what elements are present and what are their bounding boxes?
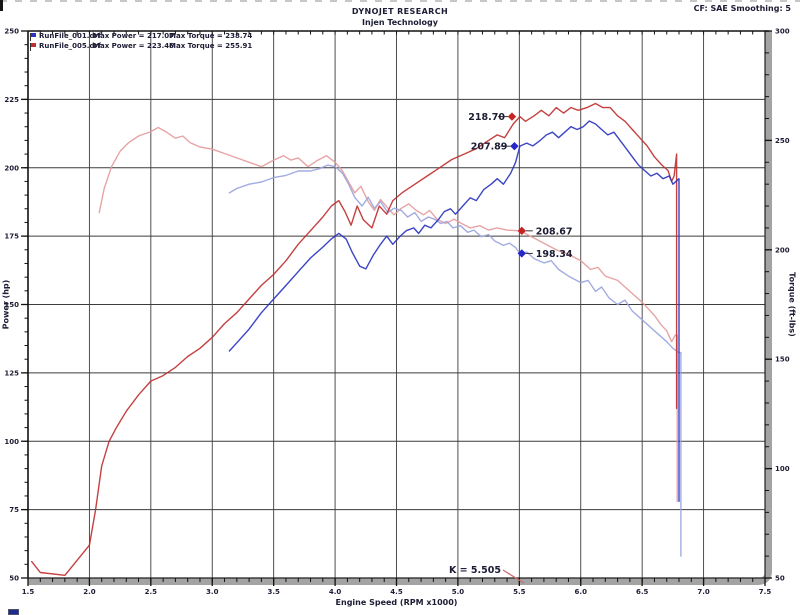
legend: RunFile_001.drf Max Power = 217.07 Max T… [28,32,288,52]
callout-diamond-icon [510,141,519,151]
curve-runfile-001-drf-torque [228,164,682,557]
torque-tick-label: 50 [775,575,785,583]
x-tick-label: 5.5 [513,588,526,596]
value-callouts: 218.70 207.89 208.67 198.34 [468,112,573,260]
run1-flag-icon [30,33,37,41]
run2-flag-icon [30,43,37,51]
x-tick-label: 4.0 [329,588,342,596]
x-tick-label: 6.0 [575,588,588,596]
x-tick-label: 2.5 [145,588,158,596]
x-tick-label: 5.0 [452,588,465,596]
callout-value-label: 207.89 [471,142,508,153]
curves [31,102,682,576]
power-axis-title: Power (hp) [1,279,11,330]
cursor-value-label: K = 5.505 [449,565,501,576]
power-tick-label: 150 [4,301,19,309]
rpm-cursor-callout: K = 5.505 [449,565,525,584]
power-tick-label: 100 [4,438,19,446]
power-tick-label: 125 [4,369,19,377]
torque-tick-label: 250 [775,137,790,145]
curve-runfile-001-drf-power [228,120,680,503]
callout-diamond-icon [517,249,526,258]
callout-diamond-icon [517,226,526,236]
correction-smoothing-label: CF: SAE Smoothing: 5 [693,4,791,13]
cropped-toolbar-edge [0,0,800,2]
x-tick-label: 3.5 [267,588,280,596]
legend-row-run2: RunFile_005.drf Max Power = 223.46 Max T… [28,42,288,52]
torque-axis-title: Torque (ft-lbs) [787,272,797,337]
run2-filename: RunFile_005.drf [39,42,101,50]
callout-value-label: 198.34 [536,249,573,260]
curve-runfile-005-drf-power [31,102,678,576]
axis-3d-edge [28,31,772,585]
x-tick-label: 7.0 [697,588,710,596]
tick-marks [21,30,772,586]
chart-title: DYNOJET RESEARCH [351,7,449,16]
cursor-leader-line [502,569,525,584]
gridlines [28,31,765,578]
x-tick-label: 6.5 [636,588,649,596]
power-tick-label: 50 [9,575,19,583]
x-tick-label: 3.0 [206,588,219,596]
taskbar-icon-fragment [8,609,19,615]
callout-value-label: 218.70 [468,112,505,123]
run1-filename: RunFile_001.drf [39,32,101,40]
callout-diamond-icon [507,112,517,121]
power-tick-label: 200 [4,164,19,172]
power-tick-label: 225 [4,96,19,104]
x-axis-title: Engine Speed (RPM x1000) [335,598,458,607]
callout-value-label: 208.67 [536,226,573,237]
power-tick-label: 175 [4,233,19,241]
run1-max-power: Max Power = 217.07 [93,32,174,40]
torque-tick-label: 200 [775,246,790,254]
window-corner-mark [0,0,3,11]
x-tick-label: 7.5 [759,588,772,596]
chart-subtitle: Injen Technology [362,18,438,27]
power-tick-label: 250 [4,28,19,36]
torque-tick-label: 100 [775,465,790,473]
x-tick-label: 4.5 [390,588,403,596]
run1-max-torque: Max Torque = 238.74 [169,32,253,40]
tick-labels: 1.5 2.0 2.5 3.0 3.5 4.0 4.5 5.0 5.5 6.0 6.5 7.0 7.5 2… [4,28,789,597]
curve-runfile-005-drf-torque [98,126,678,503]
torque-tick-label: 150 [775,356,790,364]
run2-max-power: Max Power = 223.46 [93,42,174,50]
x-tick-label: 2.0 [83,588,96,596]
power-tick-label: 75 [9,506,19,514]
run2-max-torque: Max Torque = 255.91 [169,42,253,50]
torque-tick-label: 300 [775,28,790,36]
x-tick-label: 1.5 [22,588,35,596]
legend-row-run1: RunFile_001.drf Max Power = 217.07 Max T… [28,32,288,42]
